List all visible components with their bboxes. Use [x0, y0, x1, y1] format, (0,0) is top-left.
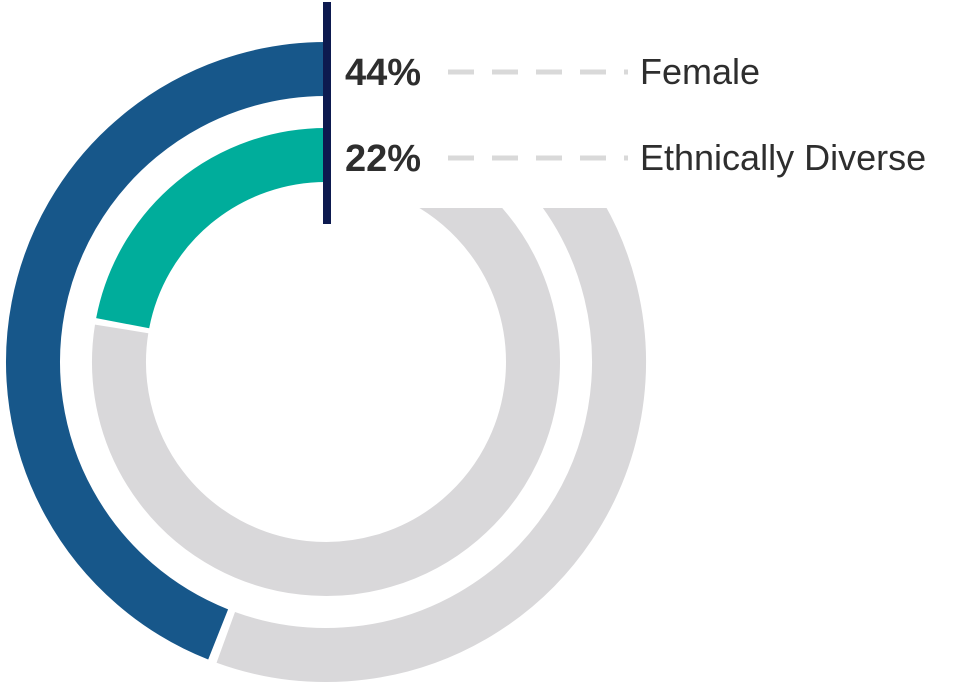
label-backdrop — [328, 0, 973, 208]
value-label-female: 44% — [345, 52, 421, 94]
track-ethnically-diverse — [92, 128, 560, 596]
series-label-female: Female — [640, 51, 760, 92]
value-label-ethnically-diverse: 22% — [345, 138, 421, 180]
bar-ethnically-diverse — [96, 128, 327, 329]
series-label-ethnically-diverse: Ethnically Diverse — [640, 137, 926, 178]
bar-female — [6, 42, 327, 660]
